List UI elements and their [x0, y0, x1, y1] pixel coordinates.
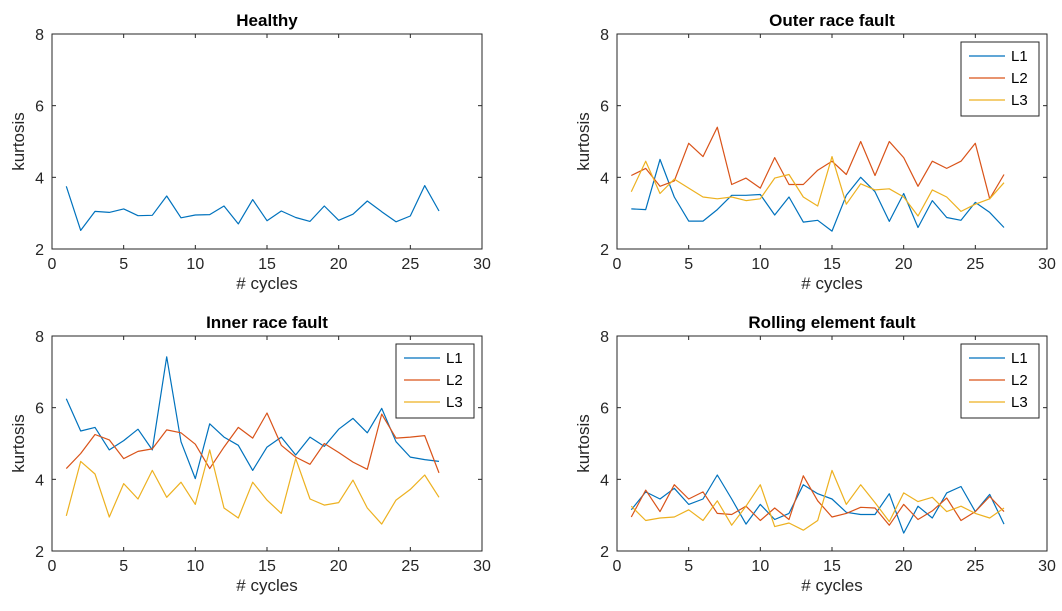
- chart-4-x-tick-label: 20: [895, 558, 913, 575]
- chart-4-title: Rolling element fault: [748, 313, 916, 332]
- chart-1-series-1-line: [65, 185, 440, 231]
- chart-3-legend-label-l3: L3: [446, 394, 463, 411]
- chart-2-x-tick-label: 0: [613, 256, 622, 273]
- chart-3-x-tick-label: 15: [258, 558, 276, 575]
- chart-2: 0 5 10 15 20 25 30 2 4 6 8 Outer race fault # cycles…: [574, 11, 1056, 293]
- chart-1-y-tick-label: 6: [35, 99, 44, 116]
- chart-3-x-tick-label: 25: [401, 558, 419, 575]
- chart-4-y-tick-label: 2: [600, 544, 609, 561]
- chart-4-series-l3-line: [630, 469, 1005, 531]
- chart-2-series-l3-line: [630, 156, 1005, 217]
- chart-4-series-l1-line: [630, 474, 1005, 534]
- chart-4: 0 5 10 15 20 25 30 2 4 6 8 Rolling element fault # c…: [574, 313, 1056, 595]
- chart-1-axes-box: [51, 33, 483, 250]
- chart-3-x-tick-label: 30: [473, 558, 491, 575]
- chart-1: 0 5 10 15 20 25 30 2 4 6 8 Healthy # cycles kurtosis: [9, 11, 491, 293]
- chart-3-x-tick-label: 20: [330, 558, 348, 575]
- chart-4-y-tick-label: 6: [600, 401, 609, 418]
- chart-3: 0 5 10 15 20 25 30 2 4 6 8 Inner race fault # cycles…: [9, 313, 491, 595]
- chart-3-y-tick-label: 2: [35, 544, 44, 561]
- chart-1-x-tick-label: 25: [401, 256, 419, 273]
- chart-3-y-tick-label: 8: [35, 329, 44, 346]
- chart-3-legend-label-l2: L2: [446, 372, 463, 389]
- chart-3-x-tick-label: 0: [48, 558, 57, 575]
- chart-2-x-tick-label: 30: [1038, 256, 1056, 273]
- chart-3-legend-box: [395, 343, 475, 419]
- chart-2-y-axis-label: kurtosis: [574, 112, 593, 171]
- chart-4-y-tick-label: 8: [600, 329, 609, 346]
- chart-4-x-tick-label: 15: [823, 558, 841, 575]
- chart-2-series-l2-line: [631, 126, 1005, 200]
- chart-3-y-tick-label: 4: [35, 472, 44, 489]
- chart-1-y-tick-label: 2: [35, 242, 44, 259]
- chart-4-x-axis-label: # cycles: [801, 576, 862, 595]
- chart-2-legend: L1 L2 L3: [960, 41, 1040, 117]
- chart-4-x-tick-label: 5: [684, 558, 693, 575]
- chart-3-series-l2-line: [65, 412, 440, 474]
- chart-3-title: Inner race fault: [206, 313, 328, 332]
- chart-4-legend-box: [960, 343, 1040, 419]
- chart-1-x-tick-label: 5: [119, 256, 128, 273]
- chart-4-legend: L1 L2 L3: [960, 343, 1040, 419]
- chart-1-x-tick-label: 0: [48, 256, 57, 273]
- chart-1-x-tick-label: 10: [186, 256, 204, 273]
- chart-2-y-tick-label: 2: [600, 242, 609, 259]
- chart-4-x-tick-label: 30: [1038, 558, 1056, 575]
- chart-2-legend-box: [960, 41, 1040, 117]
- chart-4-legend-label-l2: L2: [1011, 372, 1028, 389]
- chart-2-legend-label-l2: L2: [1011, 70, 1028, 87]
- chart-1-y-tick-label: 8: [35, 27, 44, 44]
- chart-2-x-tick-label: 25: [966, 256, 984, 273]
- chart-3-y-tick-label: 6: [35, 401, 44, 418]
- chart-3-x-tick-label: 10: [186, 558, 204, 575]
- chart-2-legend-label-l1: L1: [1011, 48, 1028, 65]
- chart-4-legend-label-l1: L1: [1011, 350, 1028, 367]
- chart-2-x-tick-label: 15: [823, 256, 841, 273]
- chart-4-x-tick-label: 25: [966, 558, 984, 575]
- chart-4-x-tick-label: 10: [751, 558, 769, 575]
- chart-3-x-axis-label: # cycles: [236, 576, 297, 595]
- chart-2-legend-label-l3: L3: [1011, 92, 1028, 109]
- chart-1-y-tick-label: 4: [35, 170, 44, 187]
- chart-1-x-tick-label: 20: [330, 256, 348, 273]
- chart-3-series-l3-line: [65, 449, 440, 525]
- chart-3-legend: L1 L2 L3: [395, 343, 475, 419]
- chart-4-legend-label-l3: L3: [1011, 394, 1028, 411]
- chart-2-x-axis-label: # cycles: [801, 274, 862, 293]
- chart-4-series-l2-line: [630, 475, 1005, 526]
- chart-3-x-tick-label: 5: [119, 558, 128, 575]
- chart-2-y-tick-label: 4: [600, 170, 609, 187]
- chart-1-y-axis-label: kurtosis: [9, 112, 28, 171]
- chart-4-y-axis-label: kurtosis: [574, 414, 593, 473]
- chart-2-x-tick-label: 10: [751, 256, 769, 273]
- chart-1-x-tick-label: 15: [258, 256, 276, 273]
- chart-3-legend-label-l1: L1: [446, 350, 463, 367]
- chart-2-title: Outer race fault: [769, 11, 895, 30]
- chart-4-x-tick-label: 0: [613, 558, 622, 575]
- chart-2-series-l1-line: [631, 158, 1005, 232]
- chart-2-x-tick-label: 5: [684, 256, 693, 273]
- chart-3-y-axis-label: kurtosis: [9, 414, 28, 473]
- chart-2-y-tick-label: 6: [600, 99, 609, 116]
- chart-2-y-tick-label: 8: [600, 27, 609, 44]
- chart-2-x-tick-label: 20: [895, 256, 913, 273]
- chart-1-title: Healthy: [236, 11, 298, 30]
- chart-1-x-tick-label: 30: [473, 256, 491, 273]
- chart-1-x-axis-label: # cycles: [236, 274, 297, 293]
- chart-4-y-tick-label: 4: [600, 472, 609, 489]
- chart-3-series-l1-line: [65, 356, 440, 480]
